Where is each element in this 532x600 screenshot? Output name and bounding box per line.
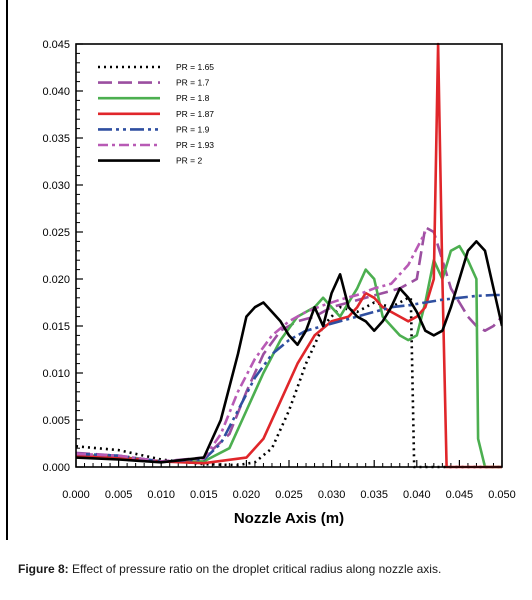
y-tick-label: 0.045 [42,39,70,51]
y-tick-label: 0.020 [42,274,70,286]
x-tick-label: 0.025 [275,489,303,501]
y-tick-label: 0.000 [42,462,70,474]
line-chart: 0.000 0.005 0.010 0.015 0.020 0.025 0.030 0.035… [42,39,516,527]
x-tick-label: 0.015 [190,489,218,501]
x-tick-label: 0.005 [105,489,133,501]
series-line [76,231,427,463]
y-tick-label: 0.040 [42,86,70,98]
legend-label: PR = 1.65 [176,62,214,72]
chart-legend: PR = 1.65 PR = 1.7 PR = 1.8 PR = 1.87 PR = 1… [98,62,214,166]
caption-text: Effect of pressure ratio on the droplet … [68,562,442,576]
series-line [76,226,502,463]
x-axis-title: Nozzle Axis (m) [234,510,344,527]
y-tick-label: 0.035 [42,133,70,145]
caption-label: Figure 8: [18,562,69,576]
x-tick-label: 0.030 [318,489,346,501]
plot-area-frame [75,43,503,468]
x-tick-label: 0.040 [403,489,431,501]
legend-label: PR = 1.87 [176,109,214,119]
figure-caption: Figure 8: Effect of pressure ratio on th… [18,562,526,577]
legend-label: PR = 2 [176,156,202,166]
series-line [76,42,502,469]
left-border-rule [6,0,8,540]
y-tick-label: 0.005 [42,415,70,427]
x-tick-label: 0.050 [488,489,516,501]
x-tick-label: 0.045 [446,489,474,501]
series-line [76,240,502,464]
y-tick-label: 0.030 [42,180,70,192]
legend-label: PR = 1.7 [176,78,210,88]
y-tick-label: 0.025 [42,227,70,239]
legend-label: PR = 1.8 [176,93,210,103]
x-tick-label: 0.000 [62,489,90,501]
y-tick-label: 0.015 [42,321,70,333]
y-tick-label: 0.010 [42,368,70,380]
x-tick-label: 0.035 [360,489,388,501]
series-lines [76,42,502,469]
x-tick-label: 0.010 [147,489,175,501]
legend-label: PR = 1.9 [176,124,210,134]
x-tick-label: 0.020 [233,489,261,501]
legend-label: PR = 1.93 [176,140,214,150]
series-line [76,244,502,469]
series-line [76,293,502,463]
